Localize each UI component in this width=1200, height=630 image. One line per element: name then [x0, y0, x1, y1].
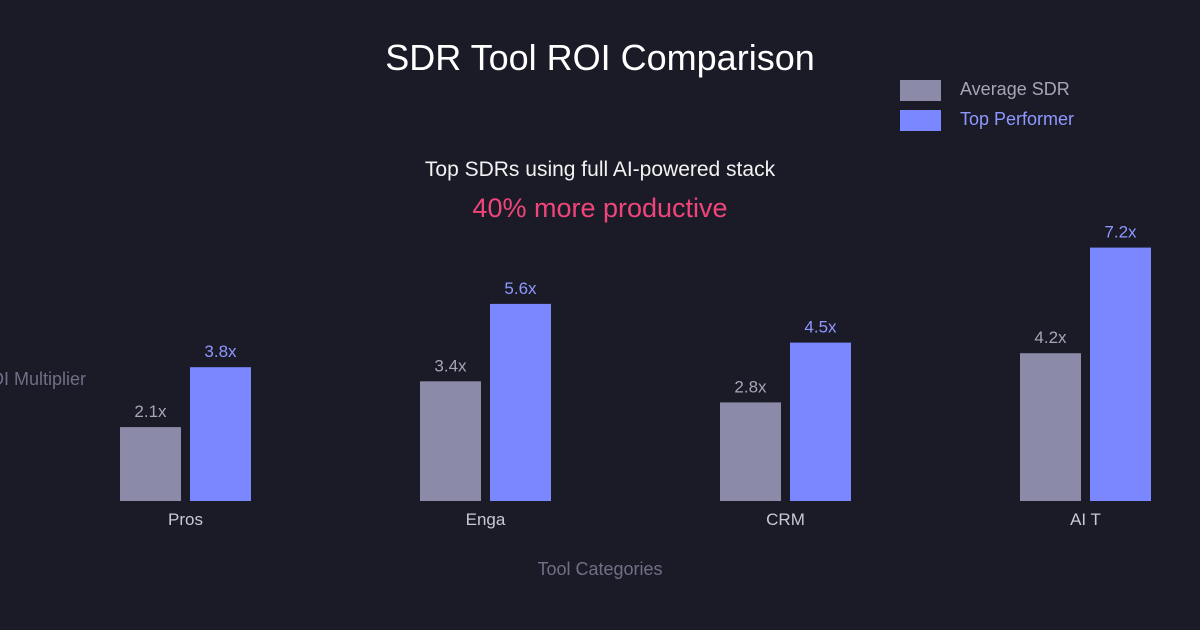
legend-label-top-performer: Top Performer — [960, 109, 1074, 129]
data-label-top-performer-enga: 5.6x — [504, 279, 537, 298]
chart-highlight: 40% more productive — [472, 193, 727, 223]
legend: Average SDR Top Performer — [900, 79, 1074, 131]
bar-average-sdr-enga — [420, 381, 481, 501]
bars-layer: 2.1x 3.8x Pros 3.4x 5.6x Enga 2.8x 4.5x CRM 4.2x 7… — [120, 223, 1151, 529]
data-label-average-sdr-crm: 2.8x — [734, 377, 767, 396]
legend-swatch-average-sdr — [900, 80, 941, 101]
bar-average-sdr-crm — [720, 402, 781, 501]
chart-title: SDR Tool ROI Comparison — [385, 37, 815, 78]
y-axis-label: ROI Multiplier — [0, 369, 86, 389]
x-tick-label-enga: Enga — [466, 510, 506, 529]
legend-swatch-top-performer — [900, 110, 941, 131]
bar-top-performer-ai-t — [1090, 247, 1151, 501]
bar-average-sdr-pros — [120, 427, 181, 501]
data-label-average-sdr-ai-t: 4.2x — [1034, 328, 1067, 347]
data-label-top-performer-pros: 3.8x — [204, 342, 237, 361]
x-tick-label-pros: Pros — [168, 510, 203, 529]
bar-average-sdr-ai-t — [1020, 353, 1081, 501]
x-axis-label: Tool Categories — [537, 559, 662, 579]
bar-top-performer-pros — [190, 367, 251, 501]
data-label-average-sdr-enga: 3.4x — [434, 356, 467, 375]
data-label-average-sdr-pros: 2.1x — [134, 402, 167, 421]
data-label-top-performer-crm: 4.5x — [804, 318, 837, 337]
bar-top-performer-enga — [490, 303, 551, 501]
x-tick-label-ai-t: AI T — [1070, 510, 1101, 529]
x-tick-label-crm: CRM — [766, 510, 805, 529]
legend-label-average-sdr: Average SDR — [960, 79, 1070, 99]
data-label-top-performer-ai-t: 7.2x — [1104, 223, 1137, 242]
chart-subtitle: Top SDRs using full AI-powered stack — [425, 158, 776, 181]
bar-top-performer-crm — [790, 342, 851, 501]
